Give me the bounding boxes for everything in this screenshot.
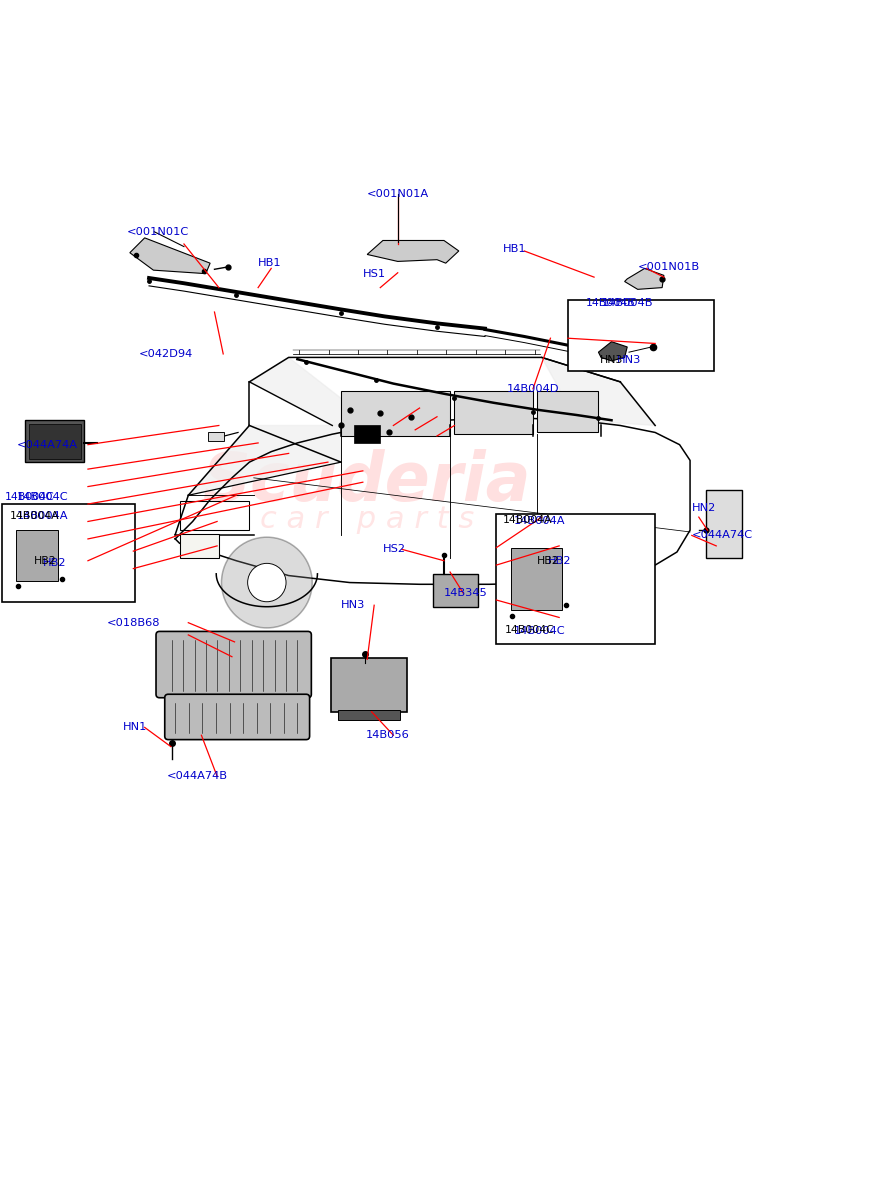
Polygon shape: [599, 342, 628, 361]
Text: 14B004A: 14B004A: [10, 511, 59, 521]
Bar: [454, 390, 533, 434]
Bar: [3, 504, 135, 601]
Text: HN3: HN3: [600, 355, 623, 365]
Bar: [29, 424, 81, 458]
Text: <001N01A: <001N01A: [367, 190, 429, 199]
Text: <042D94: <042D94: [139, 349, 193, 359]
Bar: [341, 390, 450, 436]
Text: <001N01B: <001N01B: [638, 262, 700, 271]
Text: HS2: HS2: [383, 545, 406, 554]
Bar: [496, 515, 656, 643]
Text: 14B004C: 14B004C: [5, 492, 55, 502]
Text: 14B004D: 14B004D: [507, 384, 559, 394]
Text: <018B68: <018B68: [108, 618, 161, 628]
Text: 14B004C: 14B004C: [514, 625, 565, 636]
Text: HB1: HB1: [258, 258, 281, 268]
Bar: [179, 534, 218, 558]
Text: HN3: HN3: [341, 600, 365, 611]
Circle shape: [221, 538, 312, 628]
Bar: [706, 490, 742, 558]
Bar: [179, 500, 249, 530]
Text: HB2: HB2: [538, 556, 560, 565]
Text: HB2: HB2: [34, 556, 57, 565]
Text: <044A74A: <044A74A: [17, 439, 78, 450]
Bar: [511, 547, 562, 611]
Text: 14B004A: 14B004A: [514, 516, 565, 527]
Polygon shape: [188, 426, 341, 496]
Bar: [330, 658, 407, 712]
Text: HN1: HN1: [123, 722, 147, 732]
Text: c a r   p a r t s: c a r p a r t s: [260, 505, 475, 534]
Text: 14B004C: 14B004C: [505, 625, 555, 635]
Polygon shape: [130, 238, 210, 274]
Circle shape: [568, 570, 603, 605]
Bar: [433, 574, 478, 607]
Polygon shape: [542, 358, 656, 426]
Text: <001N01C: <001N01C: [128, 227, 190, 236]
FancyBboxPatch shape: [156, 631, 311, 697]
Text: <044A74C: <044A74C: [692, 530, 753, 540]
Bar: [337, 710, 400, 720]
Bar: [17, 530, 59, 581]
Bar: [208, 432, 224, 442]
Text: 14B056: 14B056: [365, 731, 409, 740]
Text: 14B004A: 14B004A: [17, 511, 68, 521]
Text: HB1: HB1: [503, 245, 526, 254]
Bar: [568, 300, 714, 371]
Text: 14B004B: 14B004B: [601, 299, 653, 308]
Text: 14B004C: 14B004C: [17, 492, 68, 502]
Text: 14B004B: 14B004B: [586, 299, 635, 308]
Bar: [354, 426, 380, 443]
Text: 14B004A: 14B004A: [503, 515, 552, 524]
Circle shape: [247, 563, 286, 601]
Text: HB2: HB2: [547, 556, 571, 565]
Circle shape: [544, 545, 628, 629]
Text: <044A74B: <044A74B: [167, 772, 227, 781]
Text: 14B345: 14B345: [444, 588, 488, 598]
Bar: [538, 390, 599, 432]
Polygon shape: [625, 269, 664, 289]
Polygon shape: [249, 358, 376, 426]
Polygon shape: [367, 240, 459, 263]
Text: HN3: HN3: [617, 355, 642, 365]
Bar: [25, 420, 85, 462]
Text: HB2: HB2: [43, 558, 66, 569]
Text: HS1: HS1: [363, 269, 386, 278]
FancyBboxPatch shape: [164, 695, 309, 739]
Text: Scuderia: Scuderia: [203, 449, 531, 515]
Text: HN2: HN2: [692, 503, 716, 512]
